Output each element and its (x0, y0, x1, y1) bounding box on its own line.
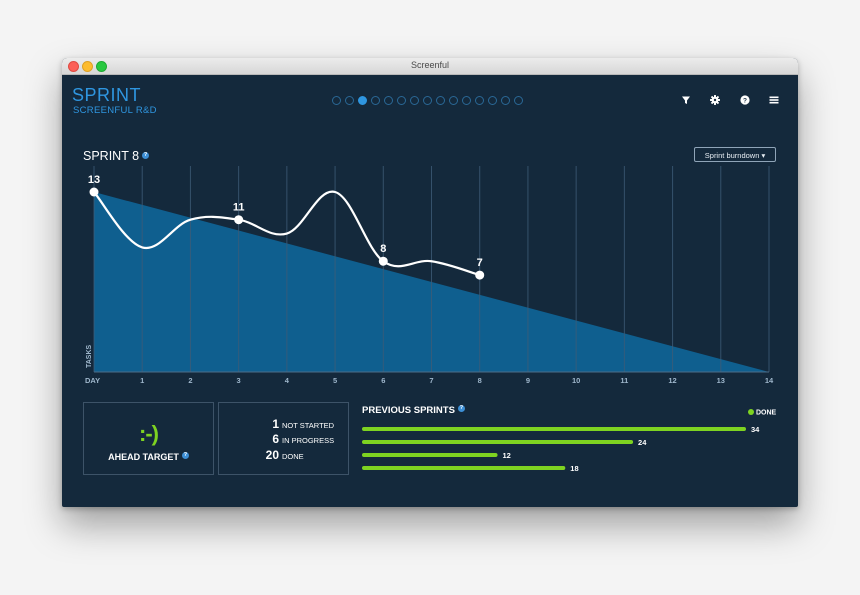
previous-sprints-chart: 34 24 12 18 (362, 425, 760, 473)
sprint-title: SPRINT 8? (83, 149, 150, 163)
x-tick-label: 7 (429, 376, 433, 385)
x-tick-label: DAY (85, 376, 100, 385)
count-in-progress: 6 IN PROGRESS (257, 432, 334, 446)
x-tick-label: 3 (237, 376, 241, 385)
x-tick-label: 9 (526, 376, 530, 385)
previous-sprint-value: 34 (751, 425, 760, 434)
help-icon[interactable]: ? (738, 93, 752, 107)
view-select[interactable]: Sprint burndown ▾ (694, 147, 776, 162)
data-point (475, 270, 485, 280)
app-window: Screenful SPRINT SCREENFUL R&D ? SPRINT … (62, 58, 798, 507)
data-label: 8 (380, 243, 386, 255)
help-icon[interactable]: ? (457, 405, 465, 412)
previous-sprints-legend: DONE (748, 409, 776, 417)
smiley-icon: :-) (139, 421, 159, 446)
x-tick-label: 10 (572, 376, 580, 385)
page-dot[interactable] (462, 96, 471, 105)
page-dot[interactable] (358, 96, 367, 105)
previous-sprint-bar (362, 440, 634, 444)
x-tick-label: 2 (188, 376, 192, 385)
gear-icon[interactable] (708, 93, 722, 107)
data-label: 11 (233, 202, 245, 214)
filter-icon[interactable] (679, 93, 693, 107)
page-dot[interactable] (475, 96, 484, 105)
menu-icon[interactable] (767, 93, 781, 107)
status-label: AHEAD TARGET? (84, 452, 213, 462)
legend-label: DONE (756, 409, 777, 417)
x-tick-label: 6 (381, 376, 385, 385)
count-label: NOT STARTED (282, 421, 335, 430)
x-tick-label: 5 (333, 376, 337, 385)
page-dot[interactable] (501, 96, 510, 105)
previous-sprint-value: 12 (503, 451, 511, 460)
page-dot[interactable] (384, 96, 393, 105)
x-tick-label: 14 (765, 376, 774, 385)
previous-sprint-bar (362, 427, 746, 431)
actual-burndown-line (93, 190, 481, 277)
legend-swatch (748, 409, 754, 415)
close-window-button[interactable] (68, 61, 79, 72)
count-not-started: 1 NOT STARTED (257, 417, 334, 431)
page-dot[interactable] (436, 96, 445, 105)
page-dot[interactable] (332, 96, 341, 105)
page-indicator (332, 96, 527, 106)
data-point (378, 256, 388, 266)
page-dot[interactable] (488, 96, 497, 105)
x-tick-label: 8 (478, 376, 482, 385)
status-box: :-) AHEAD TARGET? (83, 402, 214, 475)
minimize-window-button[interactable] (82, 61, 93, 72)
sprint-title-text: SPRINT 8 (83, 149, 140, 163)
x-tick-label: 13 (717, 376, 725, 385)
zoom-window-button[interactable] (96, 61, 107, 72)
count-label: DONE (282, 452, 304, 461)
window-title: Screenful (410, 60, 450, 70)
count-done: 20 DONE (257, 448, 304, 462)
count-value: 6 (272, 432, 279, 446)
page-dot[interactable] (423, 96, 432, 105)
help-icon[interactable]: ? (181, 452, 189, 459)
previous-sprint-value: 18 (570, 464, 578, 473)
previous-sprints-title: PREVIOUS SPRINTS? (362, 405, 465, 416)
page-dot[interactable] (410, 96, 419, 105)
help-icon[interactable]: ? (142, 152, 150, 159)
task-counts-box: 1 NOT STARTED 6 IN PROGRESS 20 DONE (218, 402, 349, 475)
x-tick-label: 4 (285, 376, 290, 385)
data-label: 13 (88, 174, 100, 186)
previous-sprints-title-text: PREVIOUS SPRINTS (362, 405, 455, 416)
page-dot[interactable] (397, 96, 406, 105)
page-dot[interactable] (345, 96, 354, 105)
previous-sprint-bar (362, 453, 498, 457)
x-tick-label: 12 (668, 376, 676, 385)
app-subtitle: SCREENFUL R&D (73, 105, 157, 116)
app-title: SPRINT (72, 85, 142, 105)
x-tick-label: 11 (620, 376, 628, 385)
page-dot[interactable] (449, 96, 458, 105)
x-tick-label: 1 (140, 376, 144, 385)
page-dot[interactable] (371, 96, 380, 105)
page-dot[interactable] (514, 96, 523, 105)
svg-text:?: ? (743, 97, 747, 104)
previous-sprint-value: 24 (638, 438, 647, 447)
count-label: IN PROGRESS (282, 436, 335, 445)
data-point (89, 187, 99, 197)
count-value: 20 (265, 448, 279, 462)
status-label-text: AHEAD TARGET (108, 452, 179, 462)
title-bar: Screenful (62, 58, 798, 75)
previous-sprint-bar (362, 466, 566, 470)
count-value: 1 (272, 417, 279, 431)
data-label: 7 (477, 257, 483, 269)
data-point (234, 215, 244, 225)
y-axis-label: TASKS (86, 344, 93, 368)
